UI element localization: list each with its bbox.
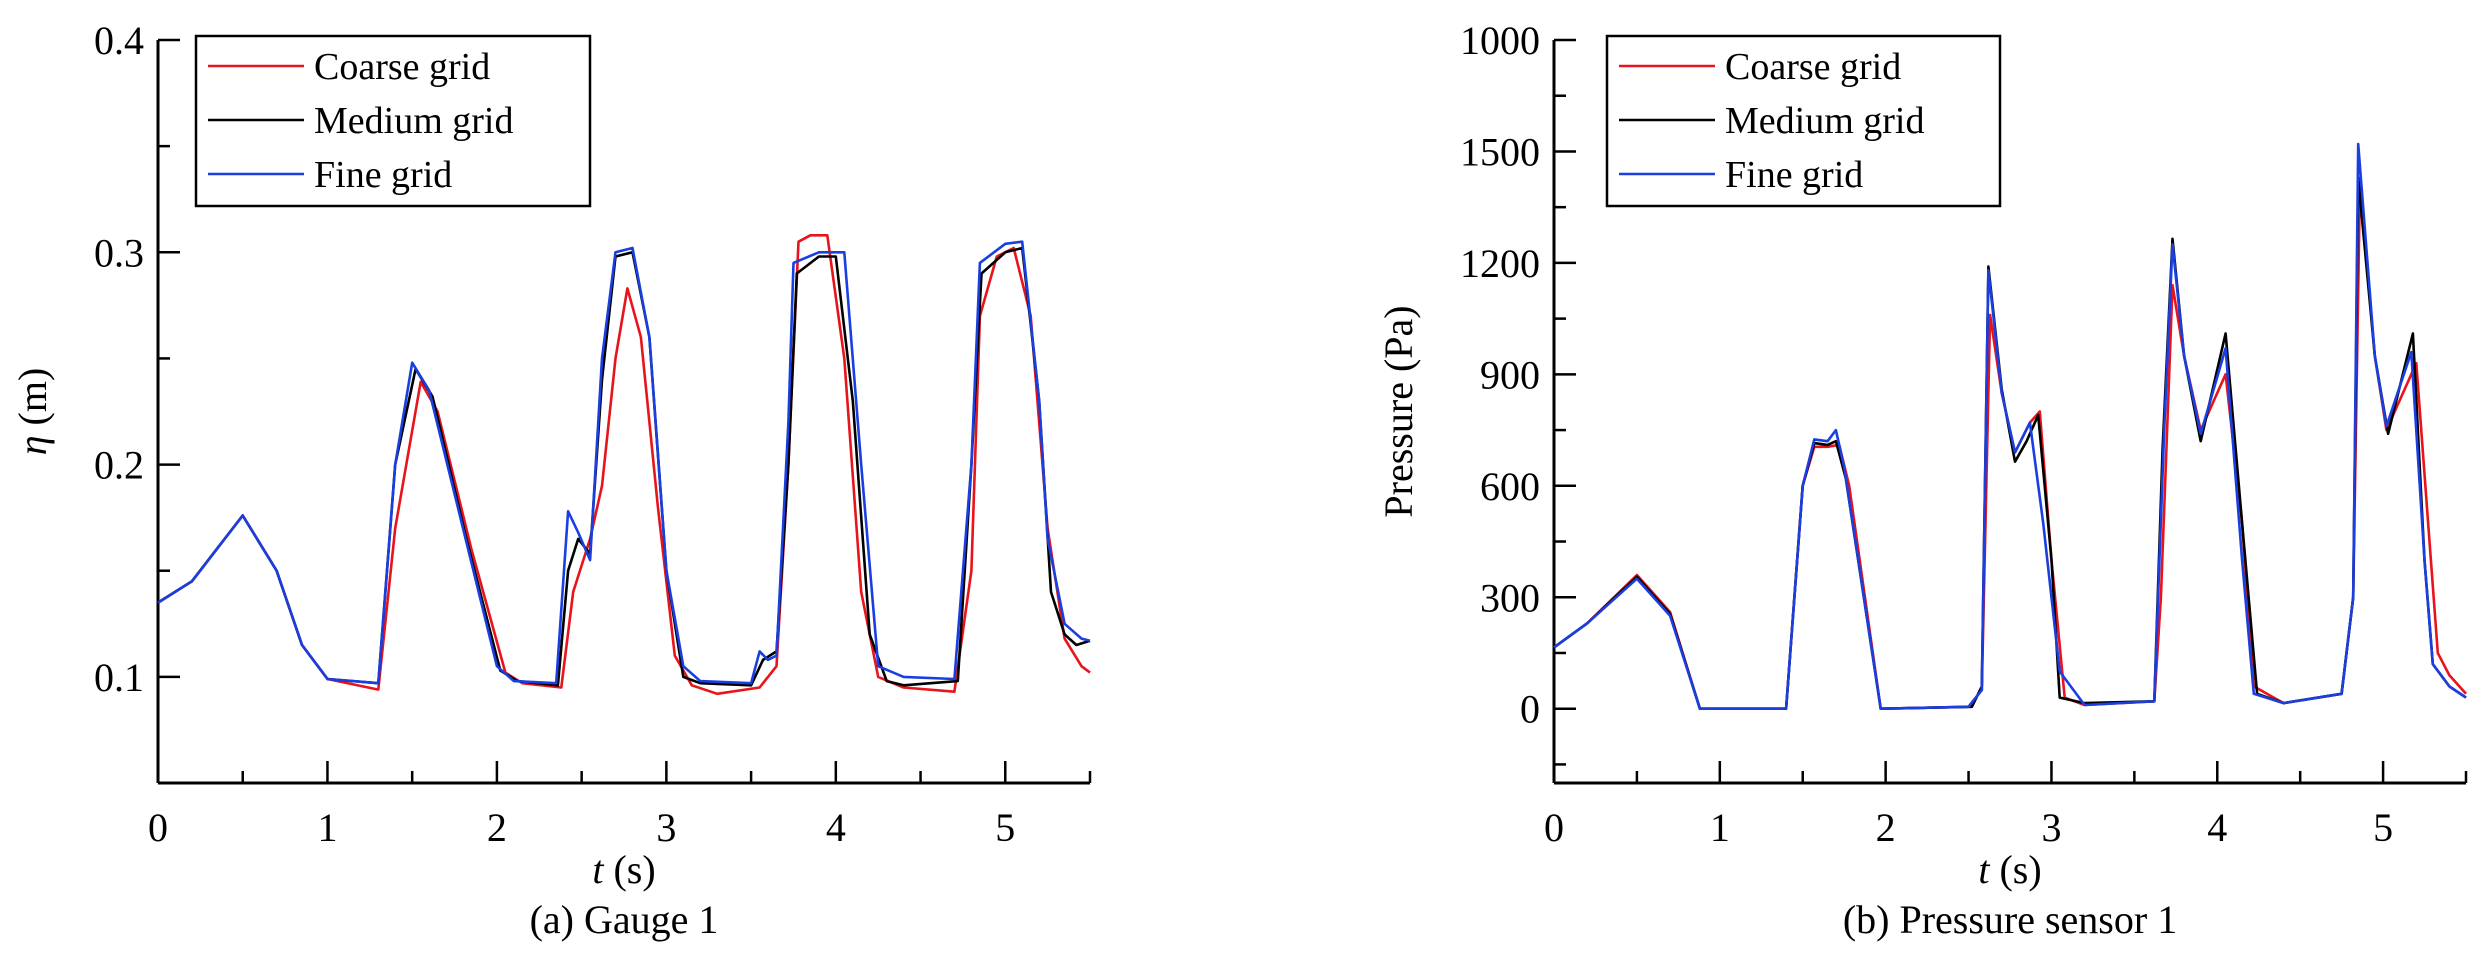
y-tick-label: 0.4 [94, 18, 144, 63]
x-tick-label: 0 [1544, 805, 1564, 850]
chart-gauge-1: 0 1 2 3 4 5 0.1 0.2 0.3 0.4 t (s) (a) Gauge 1 η (m) C… [10, 18, 1092, 942]
series-line-fine-grid [1553, 142, 2467, 710]
y-tick-label: 0.2 [94, 443, 144, 488]
y-tick-label: 300 [1480, 575, 1540, 620]
x-tick-label: 5 [2373, 805, 2393, 850]
y-tick-label: 0 [1520, 687, 1540, 732]
x-tick-label: 1 [1710, 805, 1730, 850]
x-axis-label-unit: (s) [603, 847, 655, 892]
x-tick-label: 5 [995, 805, 1015, 850]
legend-label: Coarse grid [314, 46, 490, 88]
chart-caption: (a) Gauge 1 [530, 897, 719, 942]
legend-label: Coarse grid [1725, 46, 1901, 88]
y-tick-label: 1500 [1460, 129, 1540, 174]
series-line-fine-grid [157, 240, 1091, 685]
series-line-medium-grid [157, 246, 1091, 687]
x-axis-label: t (s) [1978, 847, 2041, 892]
x-axis-label-symbol: t [1978, 847, 1990, 892]
series-line-medium-grid [1553, 176, 2467, 710]
y-axis-label-unit: (m) [10, 368, 55, 436]
y-tick-label: 0.3 [94, 230, 144, 275]
series-line-coarse-grid [1553, 183, 2467, 710]
legend-label: Medium grid [314, 100, 513, 142]
x-tick-label: 4 [826, 805, 846, 850]
x-tick-label: 3 [2041, 805, 2061, 850]
series-line-coarse-grid [157, 234, 1091, 696]
x-axis-label-unit: (s) [1989, 847, 2041, 892]
chart-pressure-sensor-1: 0 1 2 3 4 5 0 300 600 900 1200 1500 1000 t (s) (b) Pre… [1376, 18, 2468, 942]
x-tick-label: 1 [317, 805, 337, 850]
y-axis-label: Pressure (Pa) [1376, 305, 1421, 517]
x-tick-label: 3 [656, 805, 676, 850]
legend: Coarse grid Medium grid Fine grid [194, 34, 592, 208]
legend-label: Fine grid [1725, 154, 1863, 196]
legend-label: Medium grid [1725, 100, 1924, 142]
x-tick-label: 0 [148, 805, 168, 850]
y-tick-label: 600 [1480, 464, 1540, 509]
x-axis-label-symbol: t [592, 847, 604, 892]
y-axis-label: η (m) [10, 368, 55, 456]
chart-caption: (b) Pressure sensor 1 [1843, 897, 2177, 942]
legend: Coarse grid Medium grid Fine grid [1605, 34, 2002, 208]
y-tick-label: 1000 [1460, 18, 1540, 63]
y-tick-label: 1200 [1460, 241, 1540, 286]
x-tick-label: 2 [1876, 805, 1896, 850]
legend-label: Fine grid [314, 154, 452, 196]
y-axis-label-symbol: η [10, 435, 55, 455]
x-tick-label: 4 [2207, 805, 2227, 850]
y-tick-label: 900 [1480, 352, 1540, 397]
x-tick-label: 2 [487, 805, 507, 850]
y-tick-label: 0.1 [94, 655, 144, 700]
x-axis-label: t (s) [592, 847, 655, 892]
